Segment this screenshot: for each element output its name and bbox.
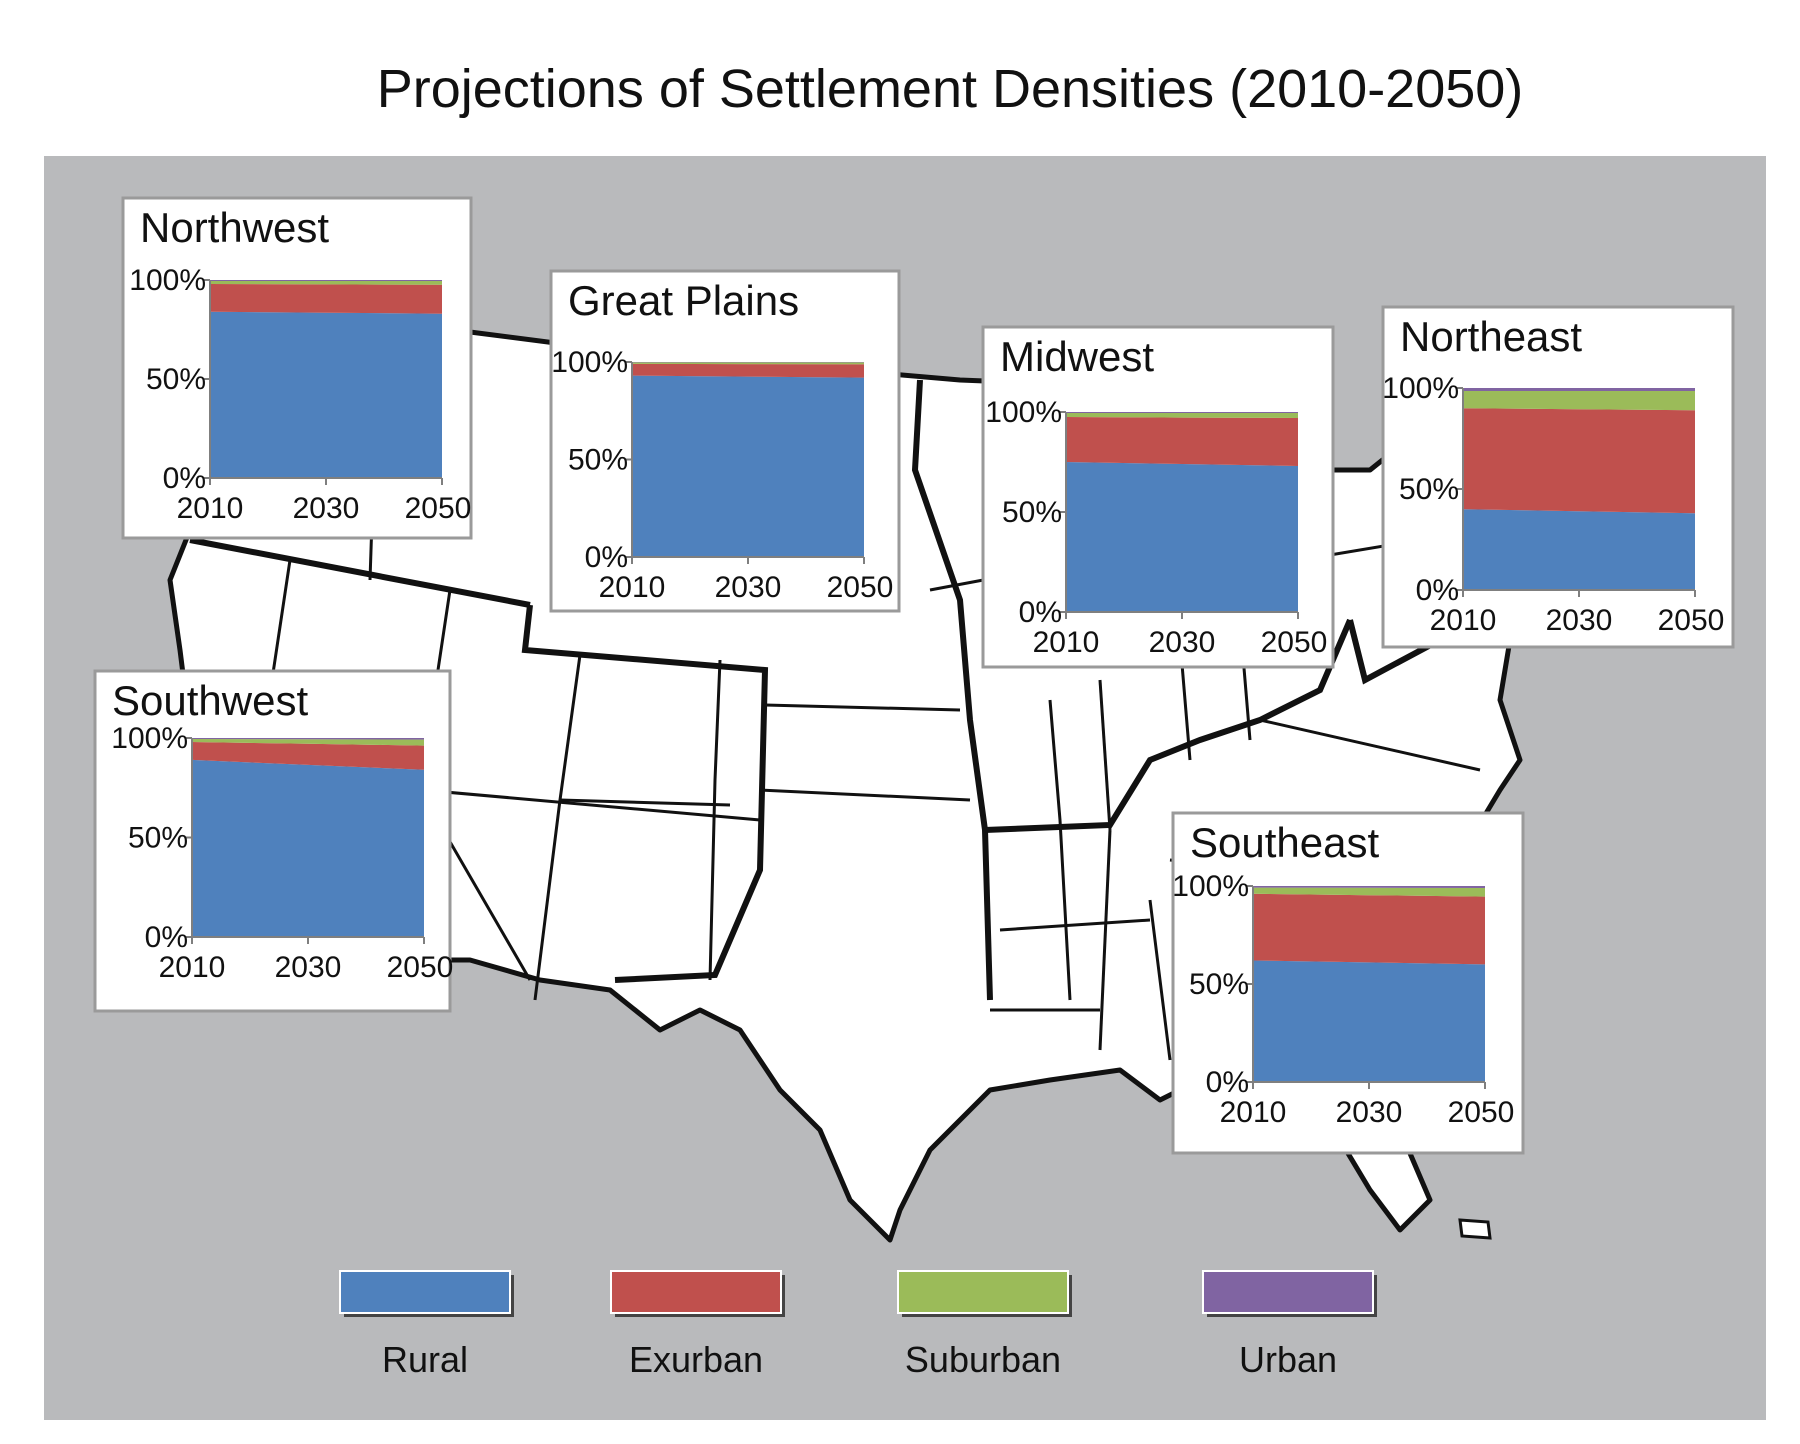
legend-item-exurban: Exurban (610, 1270, 785, 1380)
legend-swatch (610, 1270, 782, 1314)
x-tick-label: 2010 (177, 492, 244, 525)
legend-label: Suburban (905, 1339, 1061, 1380)
legend-label: Exurban (629, 1339, 763, 1380)
area-rural (210, 311, 442, 478)
area-rural (1066, 462, 1298, 612)
legend-item-urban: Urban (1202, 1270, 1377, 1380)
legend-label: Urban (1239, 1339, 1337, 1380)
x-tick-label: 2030 (715, 571, 782, 604)
y-tick-label: 0% (585, 541, 628, 574)
chart-northwest: Northwest 0% 50% 100% 2010 2030 2050 (121, 196, 473, 540)
area-urban (1253, 886, 1485, 888)
y-tick-label: 100% (551, 346, 628, 379)
chart-title: Midwest (1000, 333, 1154, 380)
y-tick-label: 100% (985, 396, 1062, 429)
y-tick-label: 0% (1019, 596, 1062, 629)
x-tick-label: 2050 (1261, 626, 1328, 659)
y-tick-label: 100% (1382, 372, 1459, 405)
area-exurban (1463, 408, 1695, 514)
x-tick-label: 2030 (1336, 1096, 1403, 1129)
x-tick-label: 2050 (405, 492, 472, 525)
area-suburban (632, 362, 864, 365)
area-rural (192, 759, 424, 937)
area-exurban (1066, 417, 1298, 466)
keys-island (1458, 1218, 1492, 1240)
area-suburban (1066, 413, 1298, 418)
area-rural (1253, 960, 1485, 1082)
area-exurban (632, 363, 864, 378)
x-tick-label: 2050 (387, 951, 454, 984)
chart-title: Northeast (1400, 313, 1582, 360)
y-tick-label: 0% (1416, 574, 1459, 607)
area-exurban (1253, 893, 1485, 965)
x-tick-label: 2030 (275, 951, 342, 984)
page-title: Projections of Settlement Densities (201… (376, 59, 1524, 119)
y-tick-label: 100% (111, 722, 188, 755)
area-exurban (210, 284, 442, 314)
x-tick-label: 2010 (159, 951, 226, 984)
legend-label: Rural (382, 1339, 468, 1380)
chart-northeast: Northeast 0% 50% 100% 2010 2030 2050 (1381, 305, 1735, 649)
area-urban (210, 280, 442, 281)
y-tick-label: 100% (1172, 870, 1249, 903)
area-rural (632, 375, 864, 557)
chart-midwest: Midwest 0% 50% 100% 2010 2030 2050 (981, 325, 1335, 669)
x-tick-label: 2050 (827, 571, 894, 604)
y-tick-label: 0% (145, 921, 188, 954)
area-suburban (210, 281, 442, 285)
legend-item-suburban: Suburban (897, 1270, 1072, 1380)
area-suburban (1463, 391, 1695, 411)
chart-great-plains: Great Plains 0% 50% 100% 2010 2030 2050 (549, 269, 901, 613)
legend-item-rural: Rural (339, 1270, 514, 1380)
y-tick-label: 50% (568, 444, 628, 477)
x-tick-label: 2050 (1658, 604, 1725, 637)
y-tick-label: 50% (146, 363, 206, 396)
x-tick-label: 2010 (599, 571, 666, 604)
region-borders (189, 379, 1442, 1001)
legend-swatch (339, 1270, 511, 1314)
chart-southeast: Southeast 0% 50% 100% 2010 2030 2050 (1171, 811, 1525, 1155)
x-tick-label: 2010 (1033, 626, 1100, 659)
x-tick-label: 2030 (1149, 626, 1216, 659)
area-suburban (192, 739, 424, 746)
y-tick-label: 0% (163, 462, 206, 495)
area-rural (1463, 509, 1695, 590)
y-tick-label: 100% (129, 264, 206, 297)
chart-title: Northwest (140, 204, 329, 251)
chart-title: Southwest (112, 677, 308, 724)
area-suburban (1253, 887, 1485, 897)
y-tick-label: 50% (1399, 473, 1459, 506)
x-tick-label: 2050 (1448, 1096, 1515, 1129)
legend-swatch (897, 1270, 1069, 1314)
y-tick-label: 50% (1189, 968, 1249, 1001)
y-tick-label: 50% (1002, 496, 1062, 529)
y-tick-label: 50% (128, 822, 188, 855)
area-urban (1463, 388, 1695, 391)
chart-southwest: Southwest 0% 50% 100% 2010 2030 2050 (93, 669, 454, 1013)
chart-title: Southeast (1190, 819, 1379, 866)
x-tick-label: 2010 (1430, 604, 1497, 637)
x-tick-label: 2010 (1220, 1096, 1287, 1129)
area-urban (1066, 412, 1298, 413)
chart-title: Great Plains (568, 277, 799, 324)
x-tick-label: 2030 (1546, 604, 1613, 637)
area-exurban (192, 742, 424, 770)
legend-swatch (1202, 1270, 1374, 1314)
y-tick-label: 0% (1206, 1066, 1249, 1099)
area-urban (192, 738, 424, 740)
x-tick-label: 2030 (293, 492, 360, 525)
